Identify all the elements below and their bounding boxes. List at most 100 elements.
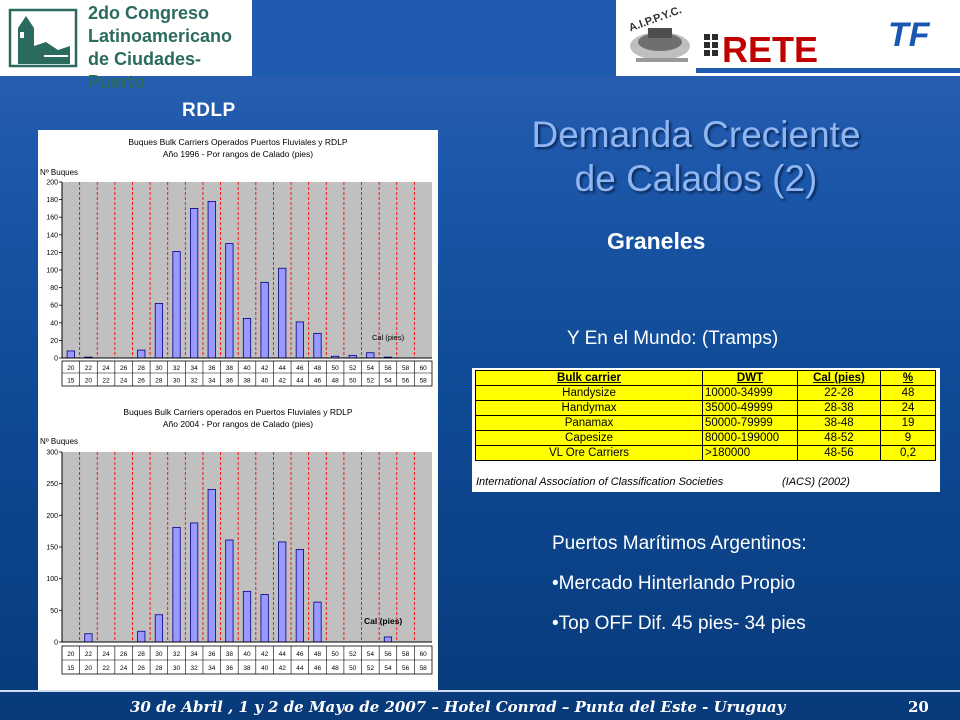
table-cell: Capesize bbox=[475, 430, 703, 446]
aippyc-logo: A.I.P.P.Y.C. bbox=[627, 4, 690, 62]
y-tick-label: 40 bbox=[50, 320, 58, 327]
x-tick-label-top: 26 bbox=[120, 651, 128, 658]
bar bbox=[260, 594, 269, 643]
x-tick-label-bottom: 54 bbox=[384, 665, 392, 672]
x-tick-label-top: 54 bbox=[367, 651, 375, 658]
x-tick-label-top: 32 bbox=[173, 365, 181, 372]
bar bbox=[242, 590, 252, 643]
x-tick-label-top: 54 bbox=[367, 365, 375, 372]
tf-text: TF bbox=[888, 16, 931, 54]
x-tick-label-bottom: 54 bbox=[384, 378, 392, 385]
source-name: International Association of Classificat… bbox=[476, 476, 724, 488]
x-tick-label-top: 44 bbox=[279, 365, 287, 372]
y-tick-label: 80 bbox=[50, 285, 58, 292]
x-tick-label-top: 36 bbox=[208, 651, 216, 658]
x-tick-label-bottom: 34 bbox=[208, 378, 216, 385]
x-tick-label-bottom: 48 bbox=[331, 665, 339, 672]
x-tick-label-top: 46 bbox=[296, 365, 304, 372]
bar-charts: Buques Bulk Carriers Operados Puertos Fl… bbox=[40, 137, 433, 675]
x-tick-label-top: 34 bbox=[191, 651, 199, 658]
x-tick-label-bottom: 36 bbox=[226, 665, 234, 672]
x-tick-label-top: 40 bbox=[243, 651, 251, 658]
x-tick-label-top: 52 bbox=[349, 365, 357, 372]
table-cell: 35000-49999 bbox=[702, 400, 798, 416]
x-tick-label-bottom: 52 bbox=[367, 665, 375, 672]
rdlp-label: RDLP bbox=[182, 100, 236, 121]
x-tick-label-bottom: 36 bbox=[226, 378, 234, 385]
bar bbox=[278, 541, 287, 643]
bar bbox=[313, 601, 322, 643]
x-tick-label-top: 42 bbox=[261, 651, 269, 658]
table-source: International Association of Classificat… bbox=[476, 476, 850, 488]
table-cell: Handymax bbox=[475, 400, 703, 416]
x-tick-label-top: 32 bbox=[173, 651, 181, 658]
tf-logo: TF bbox=[888, 16, 931, 54]
table-cell: 10000-34999 bbox=[702, 385, 798, 401]
y-axis-label: Nº Buques bbox=[40, 168, 78, 177]
slide-title: Demanda Creciente de Calados (2) bbox=[470, 113, 922, 201]
x-tick-label-bottom: 32 bbox=[191, 378, 199, 385]
x-tick-label-top: 44 bbox=[279, 651, 287, 658]
bar bbox=[225, 539, 234, 643]
title-line-1: Demanda Creciente bbox=[531, 114, 861, 155]
x-tick-label-bottom: 20 bbox=[85, 378, 93, 385]
table-row: Handysize 10000-34999 22-28 48 bbox=[475, 385, 936, 401]
x-tick-label-bottom: 50 bbox=[349, 665, 357, 672]
bar bbox=[207, 200, 216, 359]
x-tick-label-bottom: 15 bbox=[67, 378, 75, 385]
bar bbox=[295, 549, 304, 643]
x-tick-label-bottom: 40 bbox=[261, 665, 269, 672]
chart-2: Buques Bulk Carriers operados en Puertos… bbox=[40, 407, 433, 675]
table-row: VL Ore Carriers >180000 48-56 0,2 bbox=[475, 445, 936, 461]
table-cell: >180000 bbox=[702, 445, 798, 461]
x-tick-label-top: 34 bbox=[191, 365, 199, 372]
x-tick-label-bottom: 46 bbox=[314, 378, 322, 385]
x-tick-label-bottom: 46 bbox=[314, 665, 322, 672]
congress-line-1: 2do Congreso bbox=[88, 3, 210, 23]
bar bbox=[190, 522, 199, 643]
bar bbox=[278, 267, 287, 359]
argentine-ports-list: Puertos Marítimos Argentinos: •Mercado H… bbox=[552, 524, 807, 644]
x-tick-label-bottom: 26 bbox=[138, 378, 146, 385]
chart-annotation: Cal (pies) bbox=[372, 333, 405, 342]
x-tick-label-bottom: 52 bbox=[367, 378, 375, 385]
table-cell: VL Ore Carriers bbox=[475, 445, 703, 461]
partner-logos: A.I.P.P.Y.C. RETE TF bbox=[616, 0, 960, 76]
footer-text: 30 de Abril , 1 y 2 de Mayo de 2007 – Ho… bbox=[130, 698, 786, 716]
table-cell: 50000-79999 bbox=[702, 415, 798, 431]
bar bbox=[154, 303, 164, 359]
x-tick-label-top: 20 bbox=[67, 651, 75, 658]
x-tick-label-bottom: 28 bbox=[155, 665, 163, 672]
bar bbox=[242, 317, 252, 359]
y-tick-label: 150 bbox=[46, 545, 58, 552]
y-tick-label: 100 bbox=[46, 268, 58, 275]
table-row: Handymax 35000-49999 28-38 24 bbox=[475, 400, 936, 416]
x-tick-label-bottom: 30 bbox=[173, 665, 181, 672]
table-cell: 22-28 bbox=[797, 385, 881, 401]
congress-name: 2do Congreso Latinoamericano de Ciudades… bbox=[88, 2, 248, 94]
bar bbox=[383, 636, 393, 643]
table-cell: Handysize bbox=[475, 385, 703, 401]
x-tick-label-top: 60 bbox=[420, 365, 428, 372]
x-tick-label-top: 24 bbox=[102, 365, 110, 372]
x-tick-label-bottom: 28 bbox=[155, 378, 163, 385]
x-tick-label-bottom: 15 bbox=[67, 665, 75, 672]
x-tick-label-bottom: 38 bbox=[243, 665, 251, 672]
list-heading: Puertos Marítimos Argentinos: bbox=[552, 533, 807, 554]
list-item: •Top OFF Dif. 45 pies- 34 pies bbox=[552, 613, 806, 634]
source-abbr: (IACS) (2002) bbox=[782, 476, 850, 488]
x-tick-label-top: 56 bbox=[384, 365, 392, 372]
x-tick-label-bottom: 38 bbox=[243, 378, 251, 385]
x-tick-label-top: 20 bbox=[67, 365, 75, 372]
chart-1: Buques Bulk Carriers Operados Puertos Fl… bbox=[40, 137, 433, 387]
y-tick-label: 20 bbox=[50, 338, 58, 345]
bar bbox=[66, 350, 75, 359]
bar bbox=[225, 243, 234, 359]
chart-title: Buques Bulk Carriers Operados Puertos Fl… bbox=[128, 137, 348, 147]
bar bbox=[260, 281, 269, 359]
x-tick-label-bottom: 40 bbox=[261, 378, 269, 385]
charts-panel: Buques Bulk Carriers Operados Puertos Fl… bbox=[38, 130, 438, 690]
bar bbox=[313, 332, 322, 359]
x-tick-label-bottom: 58 bbox=[420, 378, 428, 385]
x-tick-label-top: 28 bbox=[138, 651, 146, 658]
